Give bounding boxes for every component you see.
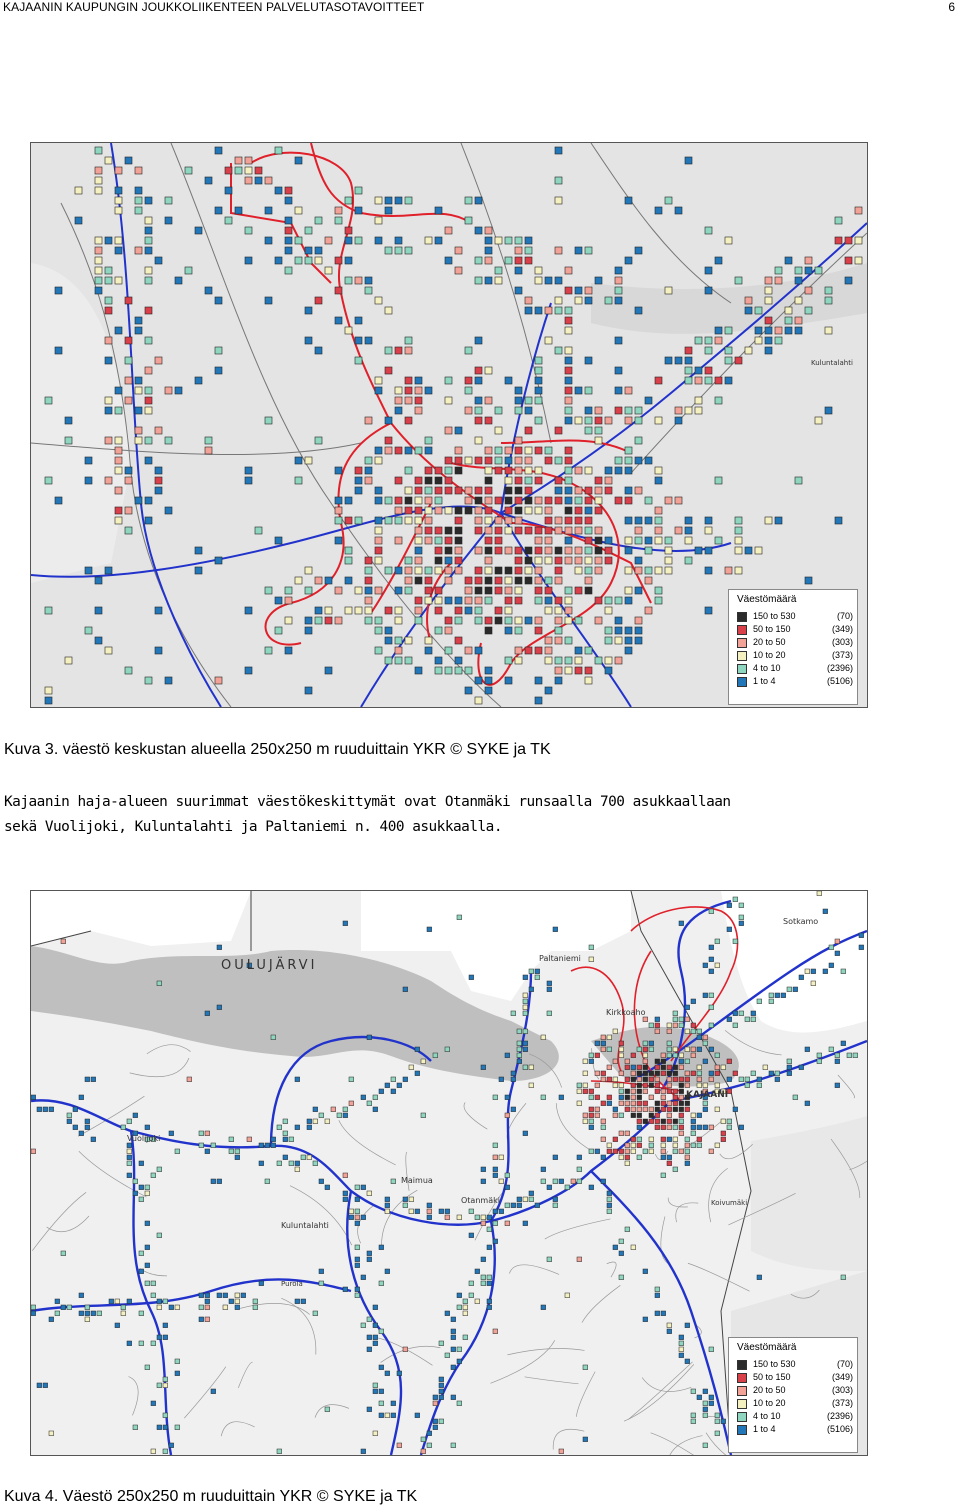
legend-count: (303) bbox=[831, 1385, 853, 1395]
legend-label: 50 to 150 bbox=[753, 624, 791, 634]
legend-count: (2396) bbox=[826, 1411, 853, 1421]
legend-title: Väestömäärä bbox=[737, 594, 797, 605]
legend-label: 20 to 50 bbox=[753, 637, 786, 647]
legend-label: 150 to 530 bbox=[753, 1359, 796, 1369]
figure-caption-4: Kuva 4. Väestö 250x250 m ruuduittain YKR… bbox=[4, 1488, 418, 1505]
map-label-sotkamo: Sotkamo bbox=[783, 917, 818, 926]
legend-swatch bbox=[737, 638, 747, 648]
legend-count: (303) bbox=[831, 637, 853, 647]
legend-item: 10 to 20 (373) bbox=[737, 650, 855, 662]
legend-region-map: Väestömäärä 150 to 530 (70) 50 to 150 (349… bbox=[728, 1337, 858, 1453]
legend-swatch bbox=[737, 1412, 747, 1422]
legend-label: 10 to 20 bbox=[753, 650, 786, 660]
legend-count: (373) bbox=[831, 650, 853, 660]
map-canvas-region: OULUJÄRVI Vuolijoki Paltaniemi Kirkkoaho… bbox=[31, 891, 867, 1455]
legend-count: (373) bbox=[831, 1398, 853, 1408]
legend-label: 4 to 10 bbox=[753, 1411, 781, 1421]
legend-item: 4 to 10 (2396) bbox=[737, 663, 855, 675]
map-canvas-center: Kuluntalahti bbox=[31, 143, 867, 707]
city-center-population-map: Kuluntalahti Väestömäärä 150 to 530 (70) … bbox=[30, 142, 868, 708]
map-label-koivumaki: Koivumäki bbox=[711, 1199, 747, 1207]
page-number: 6 bbox=[948, 0, 955, 14]
body-line: sekä Vuolijoki, Kuluntalahti ja Paltanie… bbox=[4, 819, 503, 835]
legend-item: 20 to 50 (303) bbox=[737, 1385, 855, 1397]
legend-label: 10 to 20 bbox=[753, 1398, 786, 1408]
legend-item: 1 to 4 (5106) bbox=[737, 1424, 855, 1436]
map-label-otanmaki: Otanmäki bbox=[461, 1196, 500, 1205]
map-label-kuluntalahti: Kuluntalahti bbox=[811, 359, 853, 367]
legend-count: (5106) bbox=[826, 1424, 853, 1434]
legend-item: 50 to 150 (349) bbox=[737, 1372, 855, 1384]
map-label-kajaani: KAJAANI bbox=[686, 1090, 728, 1100]
map-label-paltaniemi: Paltaniemi bbox=[539, 954, 581, 963]
document-title: KAJAANIN KAUPUNGIN JOUKKOLIIKENTEEN PALV… bbox=[3, 0, 425, 14]
legend-swatch bbox=[737, 1425, 747, 1435]
legend-swatch bbox=[737, 612, 747, 622]
legend-count: (70) bbox=[836, 611, 853, 621]
legend-item: 150 to 530 (70) bbox=[737, 611, 855, 623]
legend-count: (349) bbox=[831, 1372, 853, 1382]
legend-label: 20 to 50 bbox=[753, 1385, 786, 1395]
body-line: Kajaanin haja-alueen suurimmat väestökes… bbox=[4, 794, 731, 810]
page-header: KAJAANIN KAUPUNGIN JOUKKOLIIKENTEEN PALV… bbox=[0, 0, 960, 18]
legend-label: 1 to 4 bbox=[753, 1424, 776, 1434]
legend-swatch bbox=[737, 625, 747, 635]
map-label-kuluntalahti: Kuluntalahti bbox=[281, 1221, 329, 1230]
legend-center-map: Väestömäärä 150 to 530 (70) 50 to 150 (349… bbox=[728, 589, 858, 705]
legend-swatch bbox=[737, 664, 747, 674]
legend-label: 1 to 4 bbox=[753, 676, 776, 686]
figure-caption-3: Kuva 3. väestö keskustan alueella 250x25… bbox=[4, 741, 551, 758]
legend-item: 1 to 4 (5106) bbox=[737, 676, 855, 688]
legend-label: 150 to 530 bbox=[753, 611, 796, 621]
map-label-kirkkoaho: Kirkkoaho bbox=[606, 1008, 646, 1017]
legend-label: 50 to 150 bbox=[753, 1372, 791, 1382]
legend-swatch bbox=[737, 1360, 747, 1370]
legend-title: Väestömäärä bbox=[737, 1342, 797, 1353]
legend-swatch bbox=[737, 677, 747, 687]
legend-swatch bbox=[737, 1373, 747, 1383]
legend-label: 4 to 10 bbox=[753, 663, 781, 673]
legend-count: (349) bbox=[831, 624, 853, 634]
map-label-purola: Purola bbox=[281, 1280, 303, 1288]
map-label-oulujarvi: OULUJÄRVI bbox=[221, 957, 317, 973]
map-label-maimua: Maimua bbox=[401, 1176, 433, 1185]
legend-item: 4 to 10 (2396) bbox=[737, 1411, 855, 1423]
legend-count: (5106) bbox=[826, 676, 853, 686]
map-label-vuolijoki: Vuolijoki bbox=[127, 1134, 160, 1143]
legend-item: 50 to 150 (349) bbox=[737, 624, 855, 636]
legend-swatch bbox=[737, 1399, 747, 1409]
legend-swatch bbox=[737, 1386, 747, 1396]
regional-population-map: OULUJÄRVI Vuolijoki Paltaniemi Kirkkoaho… bbox=[30, 890, 868, 1456]
legend-swatch bbox=[737, 651, 747, 661]
legend-item: 150 to 530 (70) bbox=[737, 1359, 855, 1371]
legend-count: (70) bbox=[836, 1359, 853, 1369]
legend-item: 10 to 20 (373) bbox=[737, 1398, 855, 1410]
legend-item: 20 to 50 (303) bbox=[737, 637, 855, 649]
body-paragraph: Kajaanin haja-alueen suurimmat väestökes… bbox=[4, 790, 954, 840]
legend-count: (2396) bbox=[826, 663, 853, 673]
